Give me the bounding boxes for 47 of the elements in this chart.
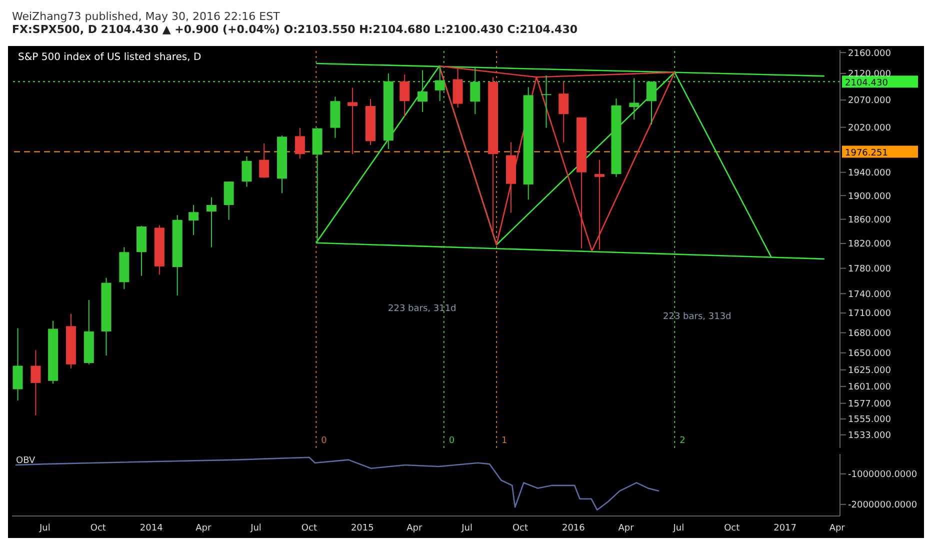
y-tick-label: 1940.000 xyxy=(848,168,892,179)
y-tick-label: 2070.000 xyxy=(848,96,892,106)
y-tick-label: 1601.000 xyxy=(848,382,892,393)
x-tick-label: Oct xyxy=(724,523,740,534)
y-tick-label: 2020.000 xyxy=(848,123,892,134)
annotation: 223 bars, 313d xyxy=(663,312,732,322)
x-tick-label: Jul xyxy=(460,523,472,534)
y-tick-label: 1780.000 xyxy=(848,264,892,274)
x-tick-label: Apr xyxy=(618,523,634,534)
x-tick-label: Jul xyxy=(672,523,684,534)
y-tick-label: -2000000.0000 xyxy=(848,500,918,511)
y-tick-label: 1577.000 xyxy=(848,399,892,410)
ref-line-label: 2 xyxy=(680,436,686,446)
chart-title: S&P 500 index of US listed shares, D xyxy=(18,52,202,63)
y-tick-label: -1000000.0000 xyxy=(848,470,918,480)
ref-line-label: 2104.430 xyxy=(845,78,888,89)
y-tick-label: 1625.000 xyxy=(848,366,892,376)
x-tick-label: 2017 xyxy=(774,523,797,534)
x-tick-label: Apr xyxy=(829,523,846,534)
x-tick-label: 2015 xyxy=(350,523,374,534)
x-tick-label: Oct xyxy=(512,523,528,534)
x-tick-label: Jul xyxy=(38,523,50,534)
x-tick-label: Jul xyxy=(250,523,262,534)
y-tick-label: 1820.000 xyxy=(848,240,892,250)
annotation: 223 bars, 311d xyxy=(388,304,456,314)
y-tick-label: 1860.000 xyxy=(848,215,892,226)
ref-line-label: 0 xyxy=(448,436,455,446)
x-tick-label: Oct xyxy=(301,523,318,534)
series-label: OBV xyxy=(16,456,36,466)
chart-subtitle: FX:SPX500, D 2104.430 ▲ +0.900 (+0.04%) O:2103.550 H:2104.680 L:2100.430 C:2104.430 xyxy=(12,23,579,36)
ref-line-label: 0 xyxy=(321,436,328,446)
x-tick-label: 2016 xyxy=(562,523,586,534)
y-tick-label: 1710.000 xyxy=(848,309,892,320)
text: WeiZhang73 published, May 30, 2016 22:16 EST xyxy=(12,10,281,23)
ref-line-label: 1 xyxy=(502,436,508,446)
y-tick-label: 1650.000 xyxy=(848,349,892,360)
x-tick-label: 2014 xyxy=(140,523,164,534)
x-tick-label: Apr xyxy=(196,523,212,534)
ref-line-label: 1976.251 xyxy=(845,148,888,159)
y-tick-label: 1900.000 xyxy=(848,192,892,202)
x-tick-label: Apr xyxy=(406,523,423,534)
y-tick-label: 2160.000 xyxy=(848,48,892,59)
y-tick-label: 1740.000 xyxy=(848,290,892,300)
y-tick-label: 1680.000 xyxy=(848,328,892,339)
x-tick-label: Oct xyxy=(90,523,106,534)
y-tick-label: 1555.000 xyxy=(848,415,892,426)
y-tick-label: 1533.000 xyxy=(848,431,892,442)
